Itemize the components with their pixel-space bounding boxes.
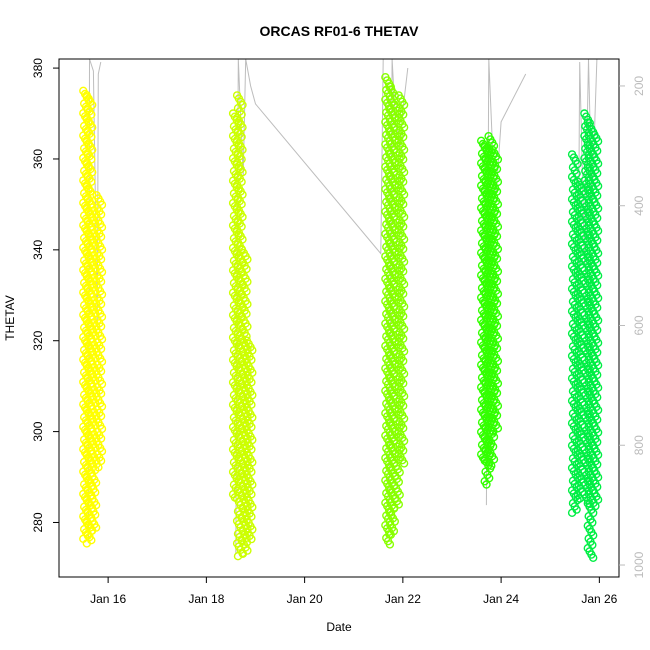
data-point — [589, 553, 598, 562]
x-tick-label: Jan 18 — [188, 592, 224, 606]
data-point — [385, 530, 394, 539]
pressure-traces — [88, 58, 598, 554]
data-point — [233, 552, 243, 561]
x-tick-label: Jan 16 — [90, 592, 126, 606]
data-point — [591, 501, 600, 511]
y2-tick-label: 1000 — [632, 551, 646, 578]
y2-axis: 200 400 600 800 1000 — [619, 76, 646, 578]
y-axis: 280 300 320 340 360 380 — [31, 58, 59, 532]
data-point — [242, 538, 252, 547]
data-points — [79, 72, 603, 562]
series-rf05 — [567, 109, 603, 562]
y-axis-label: THETAV — [3, 295, 17, 341]
data-point — [82, 539, 92, 548]
x-tick-label: Jan 24 — [483, 592, 519, 606]
y-tick-label: 320 — [31, 330, 45, 350]
data-point — [489, 427, 498, 436]
data-point — [390, 503, 399, 512]
data-point — [567, 508, 577, 517]
y-tick-label: 300 — [31, 421, 45, 441]
pressure-trace-2 — [235, 58, 384, 554]
series-rf01 — [79, 86, 107, 548]
series-rf04 — [477, 131, 503, 489]
data-point — [399, 459, 409, 468]
y2-tick-label: 600 — [632, 315, 646, 335]
data-point — [487, 461, 496, 470]
y-tick-label: 340 — [31, 240, 45, 260]
data-point — [238, 549, 248, 558]
x-axis: Jan 16 Jan 18 Jan 20 Jan 22 Jan 24 Jan 26 — [90, 576, 618, 606]
series-rf02 — [228, 91, 257, 561]
x-tick-label: Jan 26 — [581, 592, 617, 606]
chart-title: ORCAS RF01-6 THETAV — [260, 23, 420, 39]
x-axis-label: Date — [326, 620, 352, 634]
x-tick-label: Jan 20 — [287, 592, 323, 606]
plot-frame — [58, 58, 620, 578]
data-point — [87, 526, 96, 535]
data-point — [385, 540, 395, 549]
data-point — [94, 463, 103, 472]
y-tick-label: 360 — [31, 149, 45, 169]
y2-tick-label: 200 — [632, 76, 646, 96]
y2-tick-label: 400 — [632, 195, 646, 215]
x-tick-label: Jan 22 — [385, 592, 421, 606]
y-tick-label: 280 — [31, 512, 45, 532]
y-tick-label: 380 — [31, 58, 45, 78]
series-rf03 — [381, 72, 409, 549]
y2-tick-label: 800 — [632, 435, 646, 455]
data-point — [482, 480, 491, 489]
